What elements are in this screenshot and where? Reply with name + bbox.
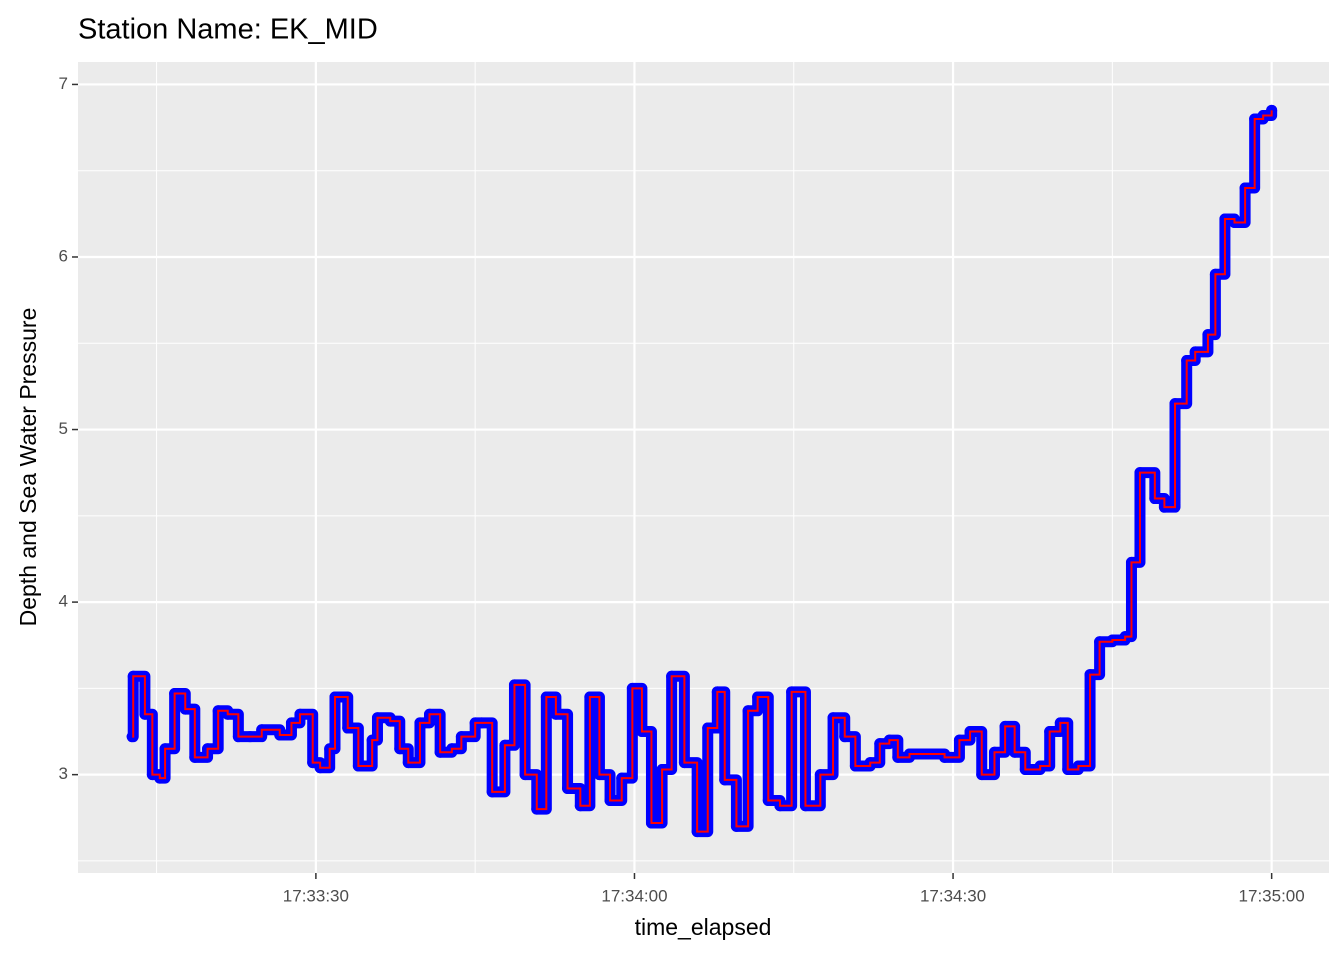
x-tick-label: 17:34:30	[920, 886, 986, 905]
x-axis-label: time_elapsed	[635, 914, 772, 940]
y-tick-label: 3	[59, 764, 68, 783]
y-tick-label: 5	[59, 419, 68, 438]
y-tick-label: 7	[59, 74, 68, 93]
y-tick-label: 4	[59, 592, 68, 611]
step-line	[132, 110, 1273, 833]
x-tick-label: 17:34:00	[601, 886, 667, 905]
x-tick-label: 17:35:00	[1239, 886, 1305, 905]
x-tick-label: 17:33:30	[283, 886, 349, 905]
y-axis-label: Depth and Sea Water Pressure	[15, 308, 41, 627]
y-tick-label: 6	[59, 246, 68, 265]
chart-title: Station Name: EK_MID	[78, 14, 378, 46]
